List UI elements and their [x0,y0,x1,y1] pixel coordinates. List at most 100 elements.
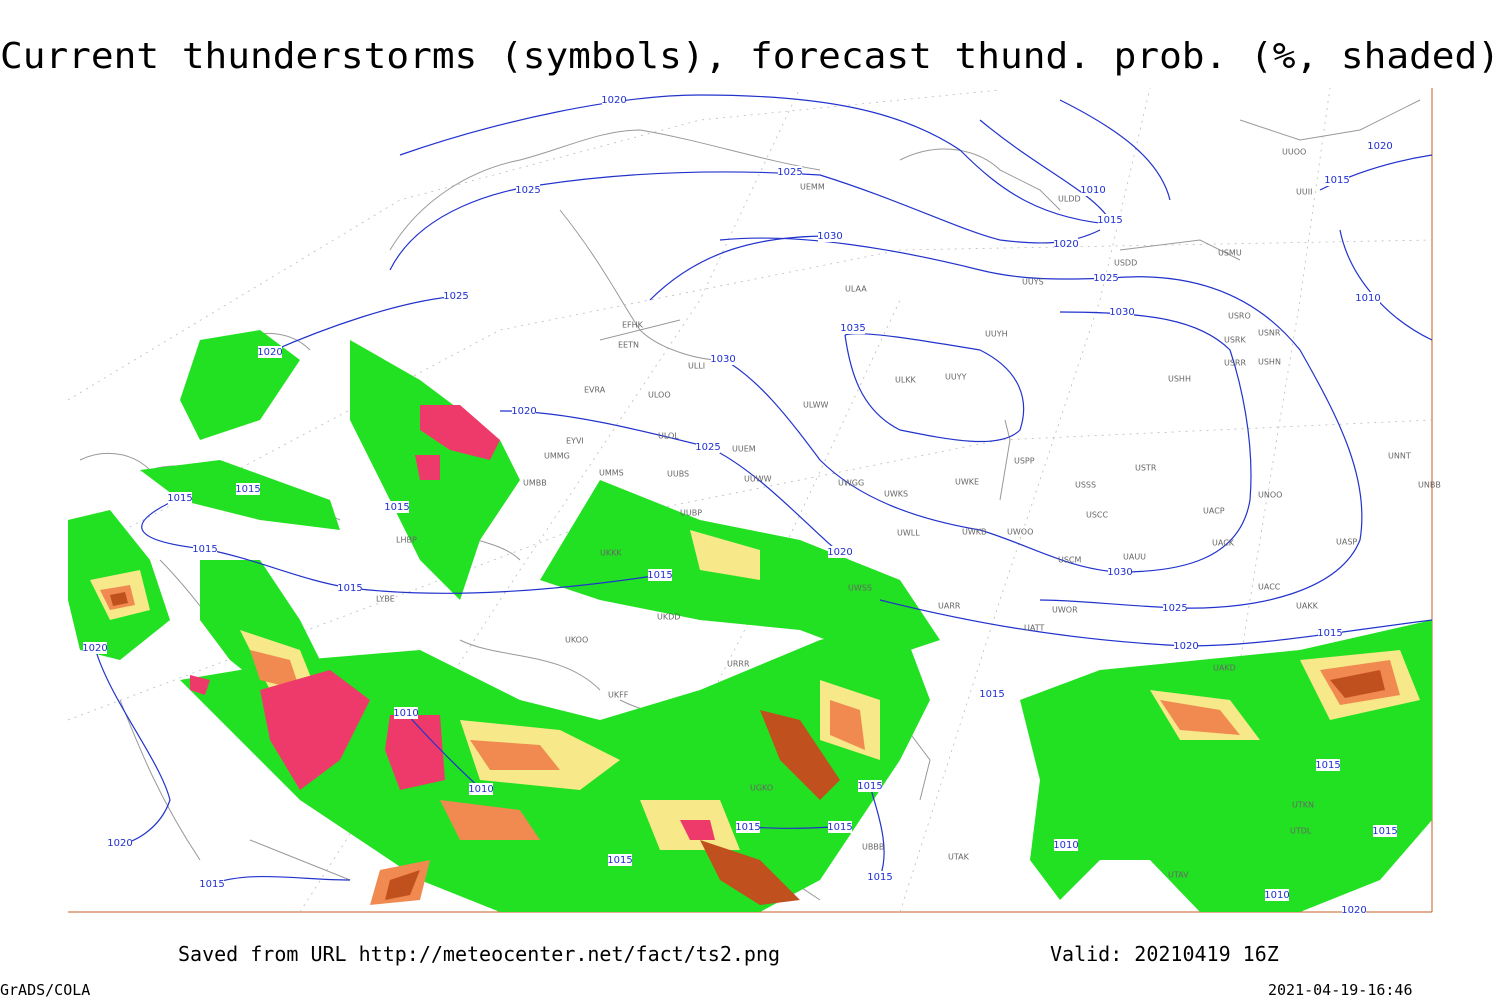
station-label: USTR [1135,464,1157,473]
isobar-label: 1015 [827,822,852,833]
isobar-label-bg [83,642,107,654]
isobar-label: 1015 [607,855,632,866]
station-label: EETN [618,341,639,350]
station-label: ULLI [688,362,705,371]
isobar-label: 1020 [107,838,132,849]
isobar-label-bg [778,166,802,178]
station-label: UNNT [1388,452,1411,461]
isobar-label: 1035 [840,323,865,334]
isobar-label: 1020 [257,347,282,358]
station-label: UACP [1203,507,1225,516]
station-label: UWLL [897,529,920,538]
station-label: UMMG [544,452,570,461]
isobar-label: 1015 [979,689,1004,700]
station-label: UEMM [800,183,825,192]
station-label: UUYY [945,373,967,382]
isobar-label-bg [444,290,468,302]
isobar-label-bg [516,184,540,196]
station-label: USRR [1224,359,1246,368]
station-label: USNR [1258,329,1281,338]
station-label: UUYS [1022,278,1044,287]
isobar-labels: 1020 1025 1025 1030 1025 1020 1030 1020 1025 1015… [82,94,1398,916]
isobar-label: 1015 [1372,826,1397,837]
isobar-label: 1020 [82,643,107,654]
isobar-label: 1015 [1315,760,1340,771]
isobar-label-bg [193,543,217,555]
station-label: USMU [1218,249,1242,258]
isobar-label: 1010 [1053,840,1078,851]
isobar-label-bg [236,483,260,495]
isobar-label: 1015 [1097,215,1122,226]
software-credit: GrADS/COLA [0,981,90,999]
station-label: USPP [1014,457,1035,466]
isobar-label-bg [200,878,224,890]
isobar-label-bg [828,821,852,833]
isobar-label: 1015 [192,544,217,555]
isobar-label: 1010 [1080,185,1105,196]
station-label: LHBP [396,536,417,545]
isobar-label: 1015 [167,493,192,504]
isobar-label: 1020 [1341,905,1366,916]
isobar-label-bg [1265,889,1289,901]
isobar-label-bg [512,405,536,417]
station-label: USRK [1224,336,1246,345]
isobar-label: 1030 [1109,307,1134,318]
isobar-label-bg [1054,238,1078,250]
isobar-label: 1010 [393,708,418,719]
isobar-label: 1020 [1173,641,1198,652]
isobar-label: 1025 [1093,273,1118,284]
station-label: UNOO [1258,491,1282,500]
isobar-label: 1015 [384,502,409,513]
station-label: USHN [1258,358,1281,367]
station-label: LYBE [376,595,395,604]
isobar-label: 1015 [235,484,260,495]
isobar-label-bg [1081,184,1105,196]
station-label: UKFF [608,691,629,700]
valid-time: Valid: 20210419 16Z [1050,942,1279,966]
station-label: UNBB [1418,481,1441,490]
station-label: UATT [1024,624,1044,633]
isobar-label-bg [841,322,865,334]
isobar-label-bg [338,582,362,594]
source-url: Saved from URL http://meteocenter.net/fa… [178,942,780,966]
isobar-label-bg [1318,627,1342,639]
station-label: UACK [1212,539,1235,548]
isobar-label-bg [1054,839,1078,851]
isobar-label-bg [258,346,282,358]
station-label: UKKK [600,549,622,558]
station-label: UGKO [750,784,773,793]
isobar-label: 1015 [1324,175,1349,186]
isobar-label-bg [868,871,892,883]
station-label: UTAK [948,853,970,862]
isobar-label: 1010 [468,784,493,795]
station-label: ULDD [1058,195,1081,204]
isobar-label-bg [1110,306,1134,318]
station-label: USHH [1168,375,1191,384]
station-label: UMBB [523,479,547,488]
station-label: UWGG [838,479,864,488]
isobar-label-bg [711,353,735,365]
station-label: ULOL [658,432,679,441]
station-label: UUBP [680,509,702,518]
isobar-label-bg [818,230,842,242]
isobar-label: 1025 [777,167,802,178]
isobar-label: 1015 [337,583,362,594]
isobar-label: 1025 [443,291,468,302]
station-label: UWKS [884,490,908,499]
isobar-label-bg [858,780,882,792]
station-label: UASP [1336,538,1357,547]
isobar-label: 1020 [601,95,626,106]
isobar-label: 1020 [827,547,852,558]
station-label: UWKE [955,478,979,487]
isobar-label-bg [1108,566,1132,578]
station-label: USCM [1058,556,1082,565]
station-label: UAUU [1123,553,1146,562]
station-label: UTDL [1290,827,1312,836]
station-label: USDD [1114,259,1137,268]
station-label: EVRA [584,386,606,395]
station-label: UMMS [599,469,624,478]
isobar-label-bg [385,501,409,513]
station-label: UBBB [862,843,884,852]
isobar-label: 1015 [199,879,224,890]
